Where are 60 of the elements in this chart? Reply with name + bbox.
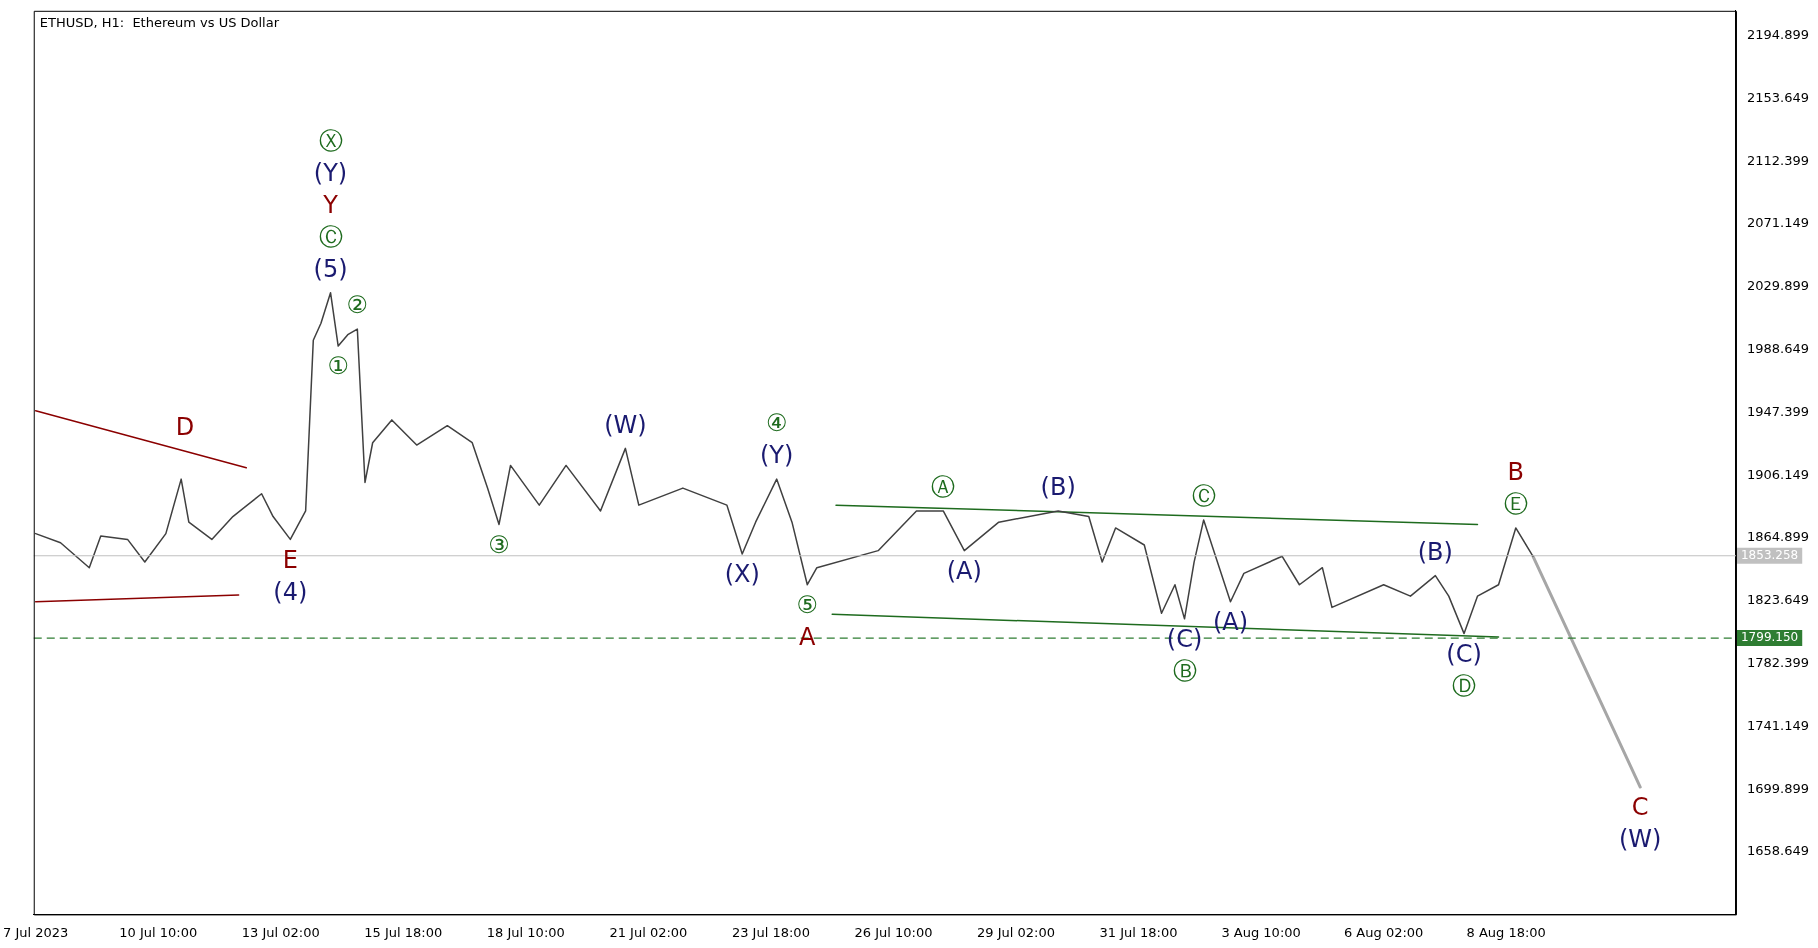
x-tick-label: 23 Jul 18:00 bbox=[731, 924, 810, 940]
annotation: C bbox=[1631, 793, 1649, 822]
x-tick-label: 29 Jul 02:00 bbox=[977, 924, 1055, 940]
annotation: A bbox=[799, 622, 817, 651]
annotation: (C) bbox=[1166, 625, 1203, 654]
x-tick-label: 3 Aug 10:00 bbox=[1221, 924, 1301, 940]
annotation: (X) bbox=[724, 560, 760, 589]
annotation: Ⓧ bbox=[318, 126, 343, 155]
annotation: ② bbox=[346, 291, 369, 320]
y-tick-label: 1658.649 bbox=[1746, 843, 1809, 859]
x-tick-label: 6 Aug 02:00 bbox=[1343, 924, 1424, 940]
ref-line-label: 1853.258 bbox=[1740, 547, 1799, 562]
y-tick-label: 1906.149 bbox=[1746, 466, 1809, 482]
annotation: Ⓒ bbox=[1191, 482, 1216, 511]
x-tick-label: 15 Jul 18:00 bbox=[364, 924, 443, 940]
x-tick-label: 26 Jul 10:00 bbox=[854, 924, 933, 940]
annotation: (W) bbox=[1619, 825, 1662, 854]
annotation: (W) bbox=[604, 410, 647, 439]
annotation: B bbox=[1507, 458, 1525, 487]
y-tick-label: 1741.149 bbox=[1746, 717, 1809, 733]
annotation: (A) bbox=[946, 556, 982, 585]
y-tick-label: 2194.899 bbox=[1746, 27, 1809, 43]
annotation: (5) bbox=[313, 254, 348, 283]
y-tick-label: 1947.399 bbox=[1746, 403, 1809, 419]
y-tick-label: 1988.649 bbox=[1746, 341, 1809, 357]
x-tick-label: 10 Jul 10:00 bbox=[119, 924, 198, 940]
annotation: Y bbox=[322, 190, 339, 219]
annotation: Ⓑ bbox=[1172, 657, 1197, 686]
annotation: (Y) bbox=[759, 441, 794, 470]
x-tick-label: 7 Jul 2023 bbox=[3, 924, 69, 940]
x-tick-label: 8 Aug 18:00 bbox=[1466, 924, 1546, 940]
annotation: (4) bbox=[273, 577, 308, 606]
x-tick-label: 21 Jul 02:00 bbox=[609, 924, 688, 940]
y-tick-label: 1864.899 bbox=[1746, 529, 1809, 545]
annotation: ⑤ bbox=[796, 590, 819, 619]
x-tick-label: 31 Jul 18:00 bbox=[1099, 924, 1178, 940]
annotation: ④ bbox=[765, 409, 788, 438]
y-tick-label: 2153.649 bbox=[1746, 89, 1809, 105]
ref-line-label: 1799.150 bbox=[1740, 630, 1799, 645]
annotation: (Y) bbox=[313, 158, 348, 187]
y-tick-label: 1699.899 bbox=[1746, 780, 1809, 796]
y-tick-label: 2029.899 bbox=[1746, 278, 1809, 294]
y-tick-label: 2112.399 bbox=[1746, 152, 1809, 168]
annotation: (B) bbox=[1417, 537, 1453, 566]
annotation: Ⓐ bbox=[931, 473, 956, 502]
annotation: Ⓓ bbox=[1452, 671, 1477, 700]
y-tick-label: 1782.399 bbox=[1746, 654, 1809, 670]
annotation: Ⓒ bbox=[318, 222, 343, 251]
chart-title: ETHUSD, H1: Ethereum vs US Dollar bbox=[39, 14, 280, 30]
annotation: (B) bbox=[1040, 473, 1076, 502]
annotation: D bbox=[175, 413, 195, 442]
annotation: (C) bbox=[1446, 639, 1482, 668]
x-tick-label: 13 Jul 02:00 bbox=[241, 924, 320, 940]
y-tick-label: 2071.149 bbox=[1746, 215, 1809, 231]
annotation: Ⓔ bbox=[1503, 490, 1528, 519]
y-tick-label: 1823.649 bbox=[1746, 592, 1809, 608]
annotation: E bbox=[282, 545, 298, 574]
annotation: ① bbox=[327, 352, 349, 381]
x-tick-label: 18 Jul 10:00 bbox=[486, 924, 565, 940]
annotation: ③ bbox=[488, 530, 510, 559]
